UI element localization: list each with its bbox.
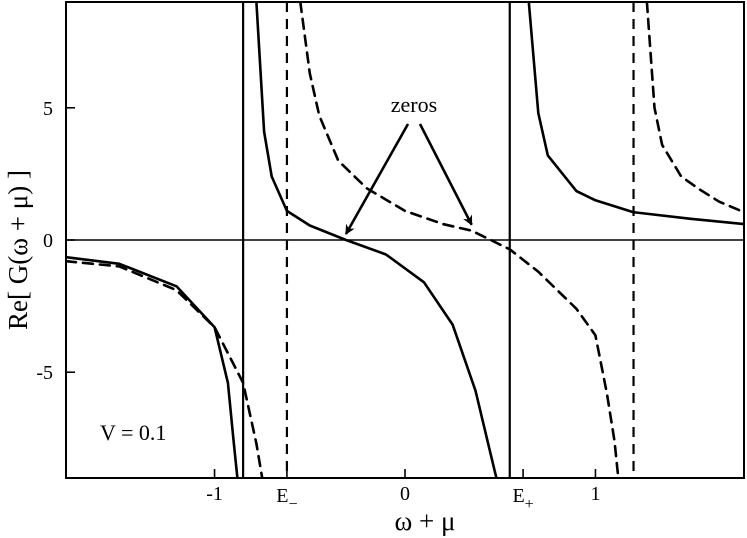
series-2-branch-2 (298, 2, 620, 478)
y-tick-label: -5 (36, 362, 53, 384)
series-2-branch-3 (645, 2, 744, 214)
x-special-tick-label: E+ (512, 485, 533, 513)
x-tick-label: 0 (400, 483, 410, 505)
series-1-branch-2 (255, 2, 498, 478)
x-tick-label: -1 (206, 483, 223, 505)
series-1-branch-1 (66, 255, 239, 478)
x-axis-title: ω + μ (395, 506, 456, 536)
zeros-arrow-1 (344, 123, 410, 235)
zeros-arrow-2 (418, 123, 473, 226)
series-1-branch-3 (527, 2, 744, 226)
x-tick-label: 1 (590, 483, 600, 505)
x-special-tick-label: E− (276, 485, 297, 513)
zeros-annotation: zeros (391, 92, 437, 117)
y-tick-label: 0 (43, 230, 53, 252)
y-tick-label: 5 (43, 98, 53, 120)
y-axis-title: Re[ G(ω + μ) ] (3, 170, 33, 330)
series-2-branch-1 (66, 259, 264, 478)
parameter-label: V = 0.1 (100, 420, 166, 445)
